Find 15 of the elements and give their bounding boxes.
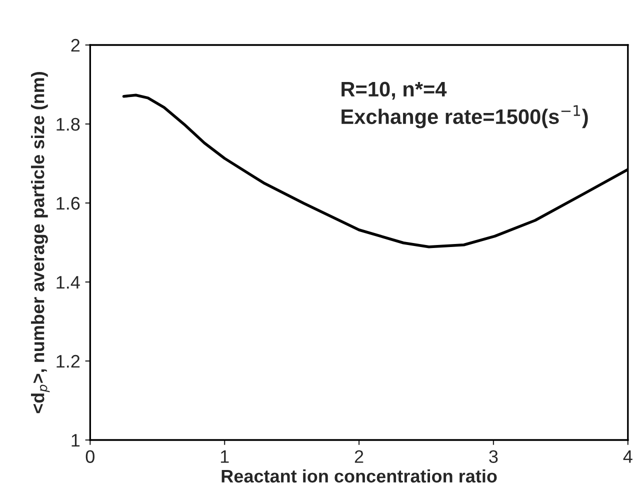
y-axis-title: <d$_{p}$>, number average particle size (nm) bbox=[31, 72, 50, 414]
x-tick-label: 4 bbox=[623, 450, 632, 463]
y-tick-label: 1.4 bbox=[56, 276, 80, 289]
x-axis-title: Reactant ion concentration ratio bbox=[222, 469, 497, 483]
annotation: Exchange rate=1500(s$^{−1}$) bbox=[342, 105, 588, 128]
x-tick-label: 0 bbox=[86, 450, 94, 463]
y-tick-label: 1.8 bbox=[56, 118, 80, 131]
x-tick-label: 2 bbox=[354, 450, 364, 463]
y-tick-label: 1.6 bbox=[56, 196, 80, 210]
y-tick-label: 1.2 bbox=[56, 354, 80, 368]
x-tick-label: 1 bbox=[220, 450, 229, 463]
y-tick-label: 2 bbox=[71, 38, 80, 52]
annotation: R=10, n*=4 bbox=[342, 82, 447, 100]
x-tick-label: 3 bbox=[489, 450, 498, 463]
y-tick-label: 1 bbox=[72, 434, 80, 447]
